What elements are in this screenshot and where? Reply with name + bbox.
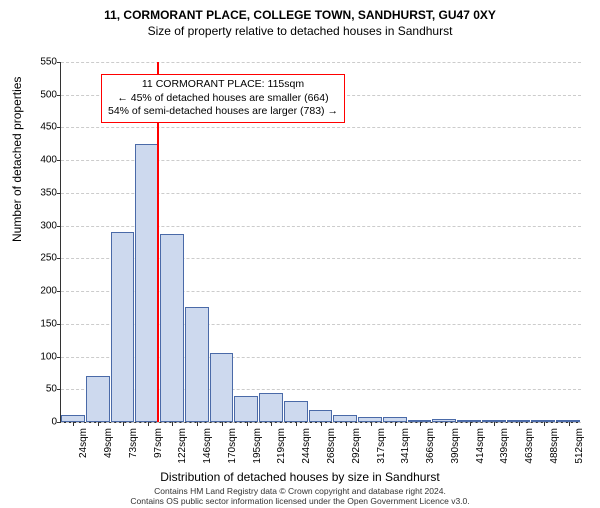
histogram-chart: 11 CORMORANT PLACE: 115sqm ← 45% of deta… <box>60 62 581 423</box>
annotation-box: 11 CORMORANT PLACE: 115sqm ← 45% of deta… <box>101 74 345 123</box>
y-tick-label: 350 <box>21 187 61 198</box>
x-axis-label: Distribution of detached houses by size … <box>0 470 600 484</box>
y-tick-mark <box>57 193 61 194</box>
annotation-line2: ← 45% of detached houses are smaller (66… <box>108 92 338 106</box>
x-tick-mark <box>247 422 248 426</box>
y-tick-label: 450 <box>21 122 61 133</box>
annotation-line1: 11 CORMORANT PLACE: 115sqm <box>108 78 338 92</box>
y-tick-mark <box>57 226 61 227</box>
y-tick-label: 550 <box>21 57 61 68</box>
grid-line <box>61 62 581 63</box>
x-tick-mark <box>321 422 322 426</box>
x-tick-mark <box>296 422 297 426</box>
y-tick-mark <box>57 324 61 325</box>
y-tick-label: 500 <box>21 89 61 100</box>
y-tick-label: 0 <box>21 417 61 428</box>
title-subtitle: Size of property relative to detached ho… <box>0 24 600 38</box>
x-tick-mark <box>494 422 495 426</box>
histogram-bar <box>111 232 135 422</box>
x-tick-mark <box>346 422 347 426</box>
x-tick-mark <box>420 422 421 426</box>
x-tick-mark <box>395 422 396 426</box>
y-tick-label: 150 <box>21 318 61 329</box>
x-tick-mark <box>222 422 223 426</box>
histogram-bar <box>309 410 333 422</box>
histogram-bar <box>135 144 159 422</box>
y-tick-mark <box>57 291 61 292</box>
y-tick-label: 400 <box>21 155 61 166</box>
x-tick-mark <box>519 422 520 426</box>
x-tick-mark <box>371 422 372 426</box>
annotation-line3: 54% of semi-detached houses are larger (… <box>108 105 338 119</box>
y-tick-mark <box>57 95 61 96</box>
y-tick-label: 300 <box>21 220 61 231</box>
histogram-bar <box>284 401 308 422</box>
x-tick-mark <box>445 422 446 426</box>
footer: Contains HM Land Registry data © Crown c… <box>0 487 600 506</box>
y-tick-mark <box>57 258 61 259</box>
histogram-bar <box>234 396 258 422</box>
y-tick-label: 100 <box>21 351 61 362</box>
y-tick-mark <box>57 389 61 390</box>
footer-line2: Contains OS public sector information li… <box>0 497 600 506</box>
histogram-bar <box>210 353 234 422</box>
x-tick-mark <box>172 422 173 426</box>
histogram-bar <box>86 376 110 422</box>
y-tick-mark <box>57 357 61 358</box>
x-tick-mark <box>73 422 74 426</box>
y-tick-mark <box>57 62 61 63</box>
y-tick-mark <box>57 160 61 161</box>
x-tick-mark <box>148 422 149 426</box>
x-tick-mark <box>197 422 198 426</box>
y-tick-label: 200 <box>21 286 61 297</box>
histogram-bar <box>185 307 209 422</box>
x-tick-mark <box>271 422 272 426</box>
y-tick-mark <box>57 422 61 423</box>
histogram-bar <box>259 393 283 422</box>
x-tick-mark <box>98 422 99 426</box>
grid-line <box>61 127 581 128</box>
y-tick-label: 50 <box>21 384 61 395</box>
x-tick-mark <box>569 422 570 426</box>
histogram-bar <box>160 234 184 423</box>
y-tick-label: 250 <box>21 253 61 264</box>
x-tick-mark <box>123 422 124 426</box>
x-tick-mark <box>544 422 545 426</box>
title-address: 11, CORMORANT PLACE, COLLEGE TOWN, SANDH… <box>0 8 600 22</box>
y-tick-mark <box>57 127 61 128</box>
x-tick-mark <box>470 422 471 426</box>
